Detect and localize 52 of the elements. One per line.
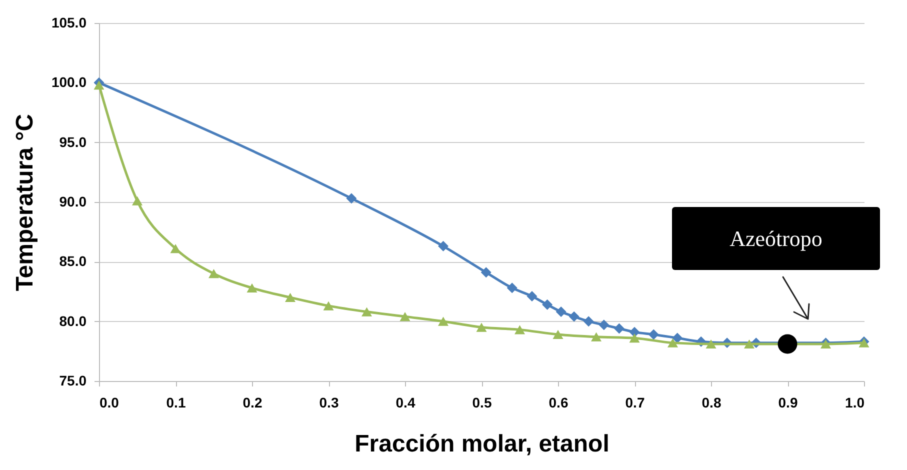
point	[246, 283, 258, 292]
x-tick-label: 0.3	[319, 394, 339, 410]
y-tick-label: 80.0	[59, 312, 87, 329]
x-tick-label: 0.6	[548, 394, 568, 410]
point	[629, 334, 640, 343]
point	[542, 299, 553, 310]
x-tick-label: 0.2	[242, 394, 262, 410]
point	[706, 339, 716, 349]
y-tick-label: 100.0	[51, 74, 87, 90]
point	[568, 311, 580, 322]
point	[94, 80, 104, 90]
point	[208, 269, 219, 278]
point	[285, 292, 296, 302]
point	[668, 338, 678, 348]
y-tick-label: 85.0	[59, 253, 87, 270]
x-tick-label: 0.8	[702, 394, 722, 410]
x-tick-label: 0.0	[100, 394, 120, 410]
point	[648, 329, 659, 340]
x-tick-label: 0.9	[778, 394, 798, 410]
point	[591, 332, 602, 342]
y-tick-label: 75.0	[59, 372, 87, 388]
point	[556, 306, 566, 318]
x-tick-label: 0.4	[396, 394, 416, 410]
point	[480, 267, 492, 278]
x-tick-label: 0.1	[166, 394, 186, 410]
point	[598, 320, 610, 330]
point	[506, 282, 518, 294]
point	[672, 332, 683, 344]
point	[778, 334, 798, 354]
x-tick-label: 1.0	[845, 394, 865, 410]
point	[526, 291, 538, 302]
point	[614, 323, 624, 334]
point	[438, 240, 448, 252]
y-tick-label: 95.0	[59, 134, 87, 150]
x-tick-label: 0.5	[472, 394, 492, 410]
point	[476, 322, 487, 332]
point	[400, 312, 410, 322]
point	[170, 244, 181, 254]
point	[323, 301, 334, 310]
point	[438, 316, 448, 326]
x-axis-title: Fracción molar, etanol	[354, 430, 610, 458]
point	[744, 339, 754, 349]
point	[132, 196, 142, 206]
y-tick-label: 90.0	[59, 194, 87, 210]
point	[552, 330, 564, 339]
point	[583, 316, 594, 327]
y-axis-title: Temperatura °C	[11, 114, 38, 292]
point	[514, 325, 525, 334]
x-tick-label: 0.7	[625, 394, 645, 410]
point	[346, 193, 357, 204]
y-tick-label: 105.0	[51, 14, 87, 30]
point	[362, 307, 372, 316]
